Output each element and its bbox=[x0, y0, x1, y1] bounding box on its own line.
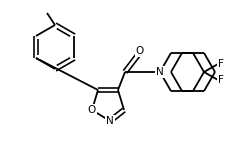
Text: F: F bbox=[217, 59, 223, 69]
Text: N: N bbox=[106, 116, 113, 126]
Text: O: O bbox=[135, 46, 144, 56]
Text: N: N bbox=[155, 67, 163, 77]
Text: F: F bbox=[217, 75, 223, 85]
Text: O: O bbox=[87, 105, 96, 115]
